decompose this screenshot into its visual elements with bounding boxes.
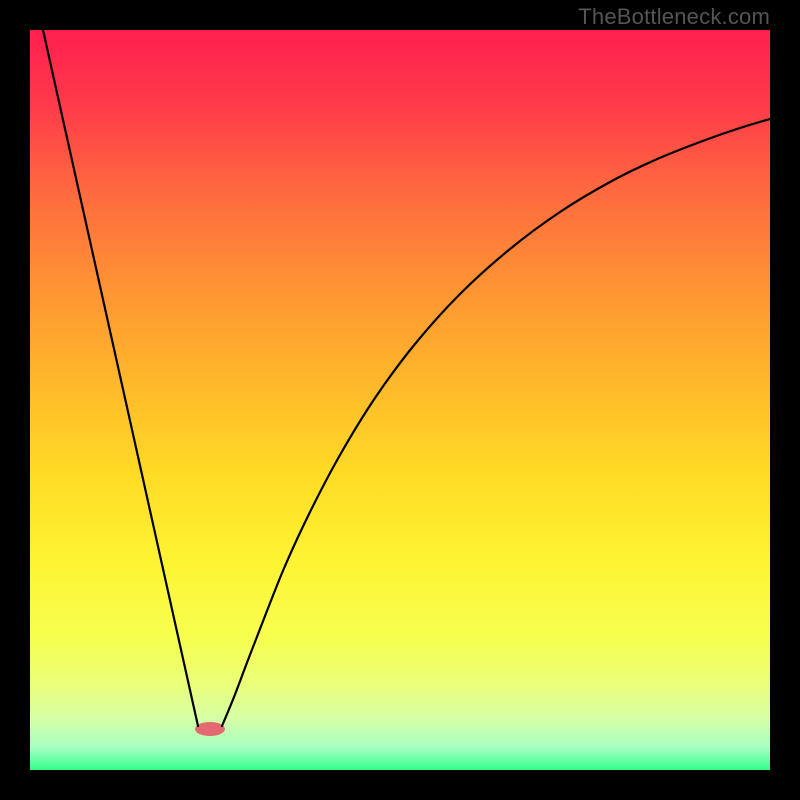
frame-left	[0, 0, 30, 800]
plot-area	[30, 30, 770, 770]
frame-bottom	[0, 770, 800, 800]
frame-right	[770, 0, 800, 800]
bottleneck-chart: TheBottleneck.com	[0, 0, 800, 800]
plot-svg	[30, 30, 770, 770]
watermark-text: TheBottleneck.com	[578, 4, 770, 30]
gradient-background	[30, 30, 770, 770]
optimal-point-marker	[195, 722, 225, 736]
